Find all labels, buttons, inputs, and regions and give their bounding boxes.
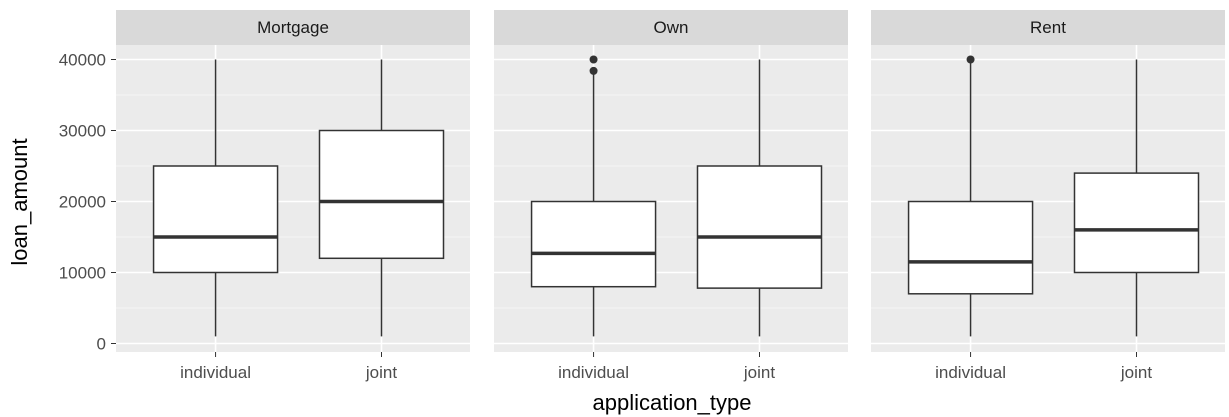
facet-strip	[871, 10, 1225, 45]
y-tick-label: 20000	[59, 193, 106, 212]
y-axis: 0 10000 20000 30000 40000	[59, 51, 116, 354]
facet-strip	[116, 10, 470, 45]
x-tick-label: individual	[180, 363, 251, 382]
y-tick-label: 30000	[59, 122, 106, 141]
x-tick-label: joint	[743, 363, 775, 382]
x-tick-label: joint	[365, 363, 397, 382]
box-iqr	[530, 200, 657, 288]
box-iqr	[907, 200, 1034, 295]
y-tick-label: 10000	[59, 264, 106, 283]
y-axis-title: loan_amount	[7, 138, 32, 265]
facet-strip-label: Rent	[1030, 18, 1066, 37]
facet-panels: Mortgage individual joint Own individual join…	[116, 10, 1225, 382]
y-tick-label: 0	[97, 335, 106, 354]
box-individual	[907, 55, 1034, 337]
x-tick-label: individual	[935, 363, 1006, 382]
x-tick-label: individual	[558, 363, 629, 382]
facet-panel-rent: Rent individual joint	[871, 10, 1225, 382]
facet-panel-own: Own individual joint	[494, 10, 848, 382]
box-iqr	[152, 165, 279, 274]
outlier-point	[589, 66, 598, 75]
outlier-point	[966, 55, 975, 64]
facet-strip	[494, 10, 848, 45]
outlier-point	[589, 55, 598, 64]
box-individual	[530, 55, 657, 337]
box-iqr	[696, 165, 823, 289]
box-joint	[318, 59, 445, 337]
facet-strip-label: Mortgage	[257, 18, 329, 37]
box-iqr	[318, 129, 445, 260]
box-iqr	[1073, 172, 1200, 274]
box-joint	[696, 59, 823, 337]
x-tick-label: joint	[1120, 363, 1152, 382]
facet-strip-label: Own	[654, 18, 689, 37]
y-tick-label: 40000	[59, 51, 106, 70]
box-individual	[152, 59, 279, 337]
facet-panel-mortgage: Mortgage individual joint	[116, 10, 470, 382]
box-joint	[1073, 59, 1200, 337]
x-axis-title: application_type	[592, 390, 751, 415]
